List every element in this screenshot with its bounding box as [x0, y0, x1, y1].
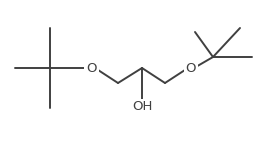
Text: O: O	[86, 61, 97, 75]
Text: OH: OH	[132, 100, 152, 114]
Text: O: O	[186, 61, 196, 75]
